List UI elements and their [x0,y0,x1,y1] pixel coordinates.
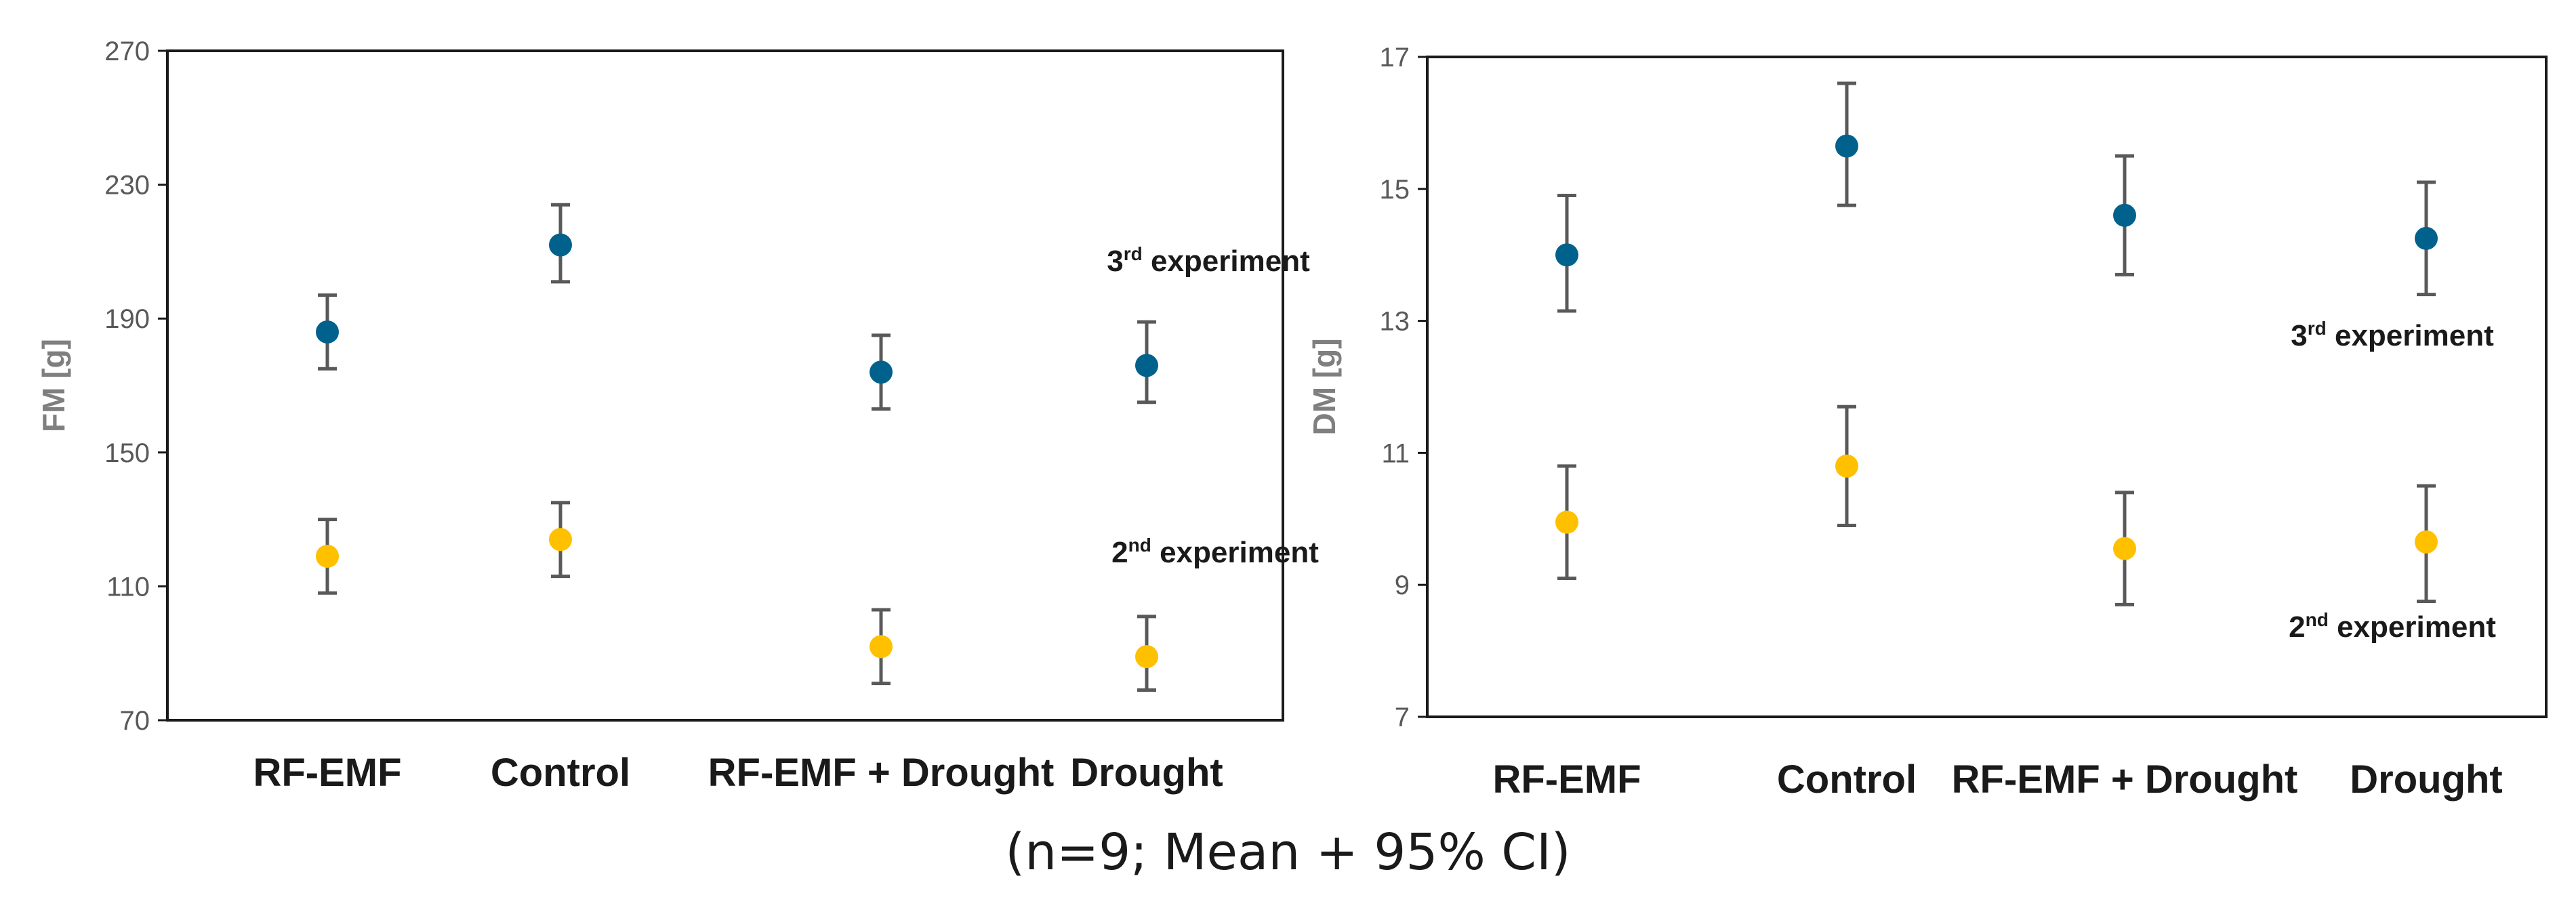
category-label: RF-EMF [253,751,401,795]
y-tick-label: 150 [104,438,150,468]
third-experiment-point [2415,226,2438,250]
category-label: Control [491,751,630,795]
y-axis-title: FM [g] [36,339,71,432]
category-label: RF-EMF [1492,757,1641,802]
y-tick-label: 270 [104,37,150,66]
third-experiment-point [549,233,572,257]
category-label: RF-EMF + Drought [708,751,1055,795]
third-experiment-point [870,360,893,384]
category-label: Drought [2350,757,2503,802]
second-experiment-point [1135,645,1158,669]
third-experiment-point [2113,203,2136,227]
third-experiment-point [1135,354,1158,377]
plot-frame [1426,56,2548,718]
fm-chart: 70 110 150 190 230 270 FM [g] RF-EMF Control RF-E… [36,37,1319,795]
y-tick-label: 70 [120,706,150,736]
second-experiment-point [549,528,572,552]
second-experiment-label: 2nd experiment [2289,609,2496,644]
y-tick-label: 7 [1395,703,1410,732]
y-tick-label: 13 [1380,307,1410,337]
y-tick-label: 110 [106,572,150,602]
third-experiment-point [1835,134,1858,158]
y-tick-label: 230 [104,171,150,201]
category-label: Drought [1070,751,1223,795]
y-tick-label: 9 [1395,570,1410,600]
second-experiment-point [1835,454,1858,478]
y-tick-label: 190 [104,304,150,334]
second-experiment-point [2415,530,2438,554]
third-experiment-label: 3rd experiment [1107,243,1310,278]
category-label: Control [1777,757,1917,802]
plot-frame [166,49,1284,722]
category-label: RF-EMF + Drought [1952,757,2298,802]
third-experiment-point [316,320,339,344]
dm-chart: 7 9 11 13 15 17 DM [g] RF-EMF Control RF-EMF + Dr… [1307,43,2548,802]
y-axis-title: DM [g] [1307,338,1342,435]
y-tick-label: 15 [1380,175,1410,205]
second-experiment-point [2113,537,2136,560]
second-experiment-point [870,635,893,659]
y-tick-label: 17 [1380,43,1410,72]
chart-footnote: (n=9; Mean + 95% CI) [1005,823,1571,881]
third-experiment-point [1555,243,1578,267]
second-experiment-label: 2nd experiment [1111,535,1319,569]
third-experiment-label: 3rd experiment [2291,318,2494,352]
second-experiment-point [316,544,339,568]
y-tick-label: 11 [1381,438,1410,468]
second-experiment-point [1555,510,1578,534]
